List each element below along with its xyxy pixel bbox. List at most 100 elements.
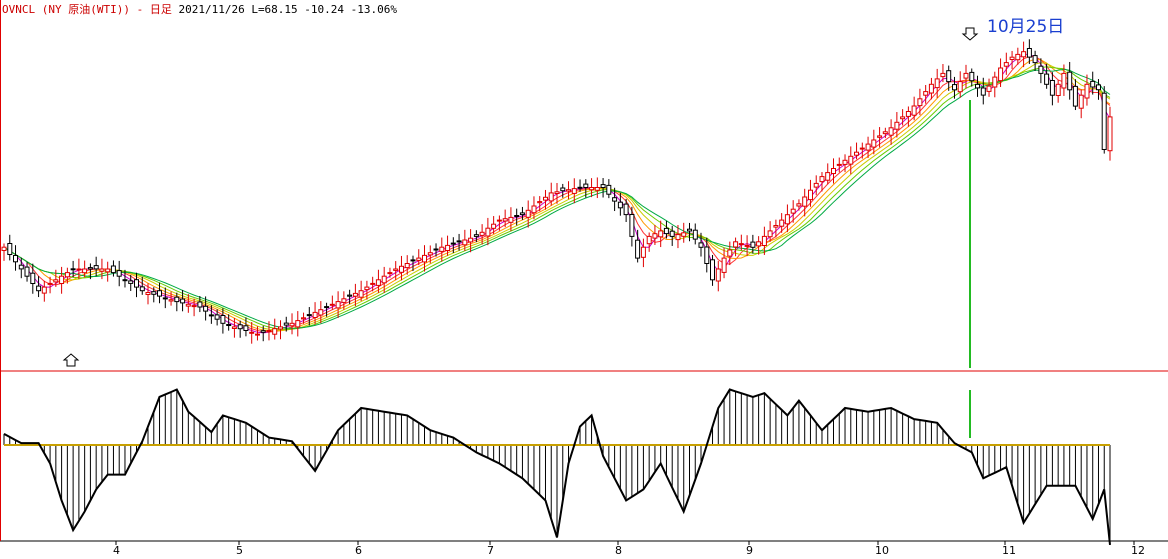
candle-body: [980, 87, 986, 96]
candle-body: [1038, 65, 1044, 74]
info-label: 2021/11/26 L=68.15 -10.24 -13.06%: [178, 3, 398, 16]
candle-body: [710, 259, 715, 281]
candle-body: [825, 172, 831, 181]
candle-body: [358, 290, 364, 298]
x-tick-label: 7: [487, 544, 494, 557]
candle-body: [865, 143, 871, 151]
candle-body: [283, 322, 289, 326]
candle-body: [18, 264, 24, 270]
candles: [1, 39, 1113, 344]
candle-body: [468, 237, 474, 243]
down-arrow-icon: [961, 27, 979, 41]
candle-body: [105, 268, 111, 273]
candle-body: [30, 272, 36, 285]
candle-body: [231, 326, 237, 329]
candle-body: [594, 187, 600, 191]
candle-body: [255, 333, 260, 336]
candle-body: [145, 292, 151, 295]
candle-body: [761, 235, 767, 246]
candle-body: [324, 306, 330, 309]
candle-body: [975, 83, 980, 89]
candle-body: [928, 83, 934, 94]
candle-body: [819, 176, 825, 183]
candle-body: [531, 205, 537, 214]
candle-body: [1072, 85, 1078, 107]
candle-body: [577, 186, 583, 189]
candle-body: [128, 280, 134, 284]
candle-body: [675, 234, 681, 241]
candle-body: [399, 265, 404, 273]
candle-body: [589, 187, 595, 191]
candle-body: [87, 267, 93, 270]
ma-line: [3, 68, 1111, 329]
candle-body: [1021, 51, 1027, 58]
candle-body: [456, 240, 462, 243]
candle-body: [347, 294, 353, 297]
candle-body: [877, 135, 883, 138]
candle-body: [473, 234, 479, 237]
candle-body: [612, 197, 618, 202]
candle-body: [900, 116, 906, 120]
candle-body: [831, 168, 836, 174]
x-tick-label: 6: [355, 544, 362, 557]
candle-body: [410, 259, 416, 262]
candle-body: [249, 331, 255, 334]
candle-body: [1009, 56, 1015, 61]
candle-body: [1107, 116, 1113, 152]
candle-body: [721, 257, 727, 273]
date-annotation: 10月25日: [987, 17, 1065, 37]
candle-body: [341, 298, 347, 303]
candle-body: [537, 201, 543, 204]
candle-body: [208, 314, 214, 317]
candle-body: [652, 233, 658, 239]
candle-body: [243, 325, 249, 331]
candle-body: [998, 67, 1004, 82]
candle-body: [698, 242, 704, 248]
candle-body: [560, 187, 566, 192]
candle-body: [519, 212, 525, 216]
candle-body: [151, 291, 157, 295]
candle-body: [180, 298, 186, 304]
x-tick-label: 11: [1002, 544, 1016, 557]
candle-body: [59, 275, 65, 285]
candle-body: [352, 292, 358, 297]
oscillator: [3, 388, 1111, 546]
candle-body: [76, 268, 82, 271]
candle-body: [99, 268, 105, 272]
x-tick-label: 9: [746, 544, 753, 557]
candle-body: [940, 72, 946, 78]
candle-body: [635, 239, 641, 259]
candle-body: [871, 139, 877, 148]
x-tick-label: 12: [1131, 544, 1145, 557]
candle-body: [894, 121, 900, 130]
candle-body: [203, 305, 209, 312]
candle-body: [733, 241, 739, 248]
candle-body: [318, 309, 324, 316]
frame: [0, 0, 1168, 545]
candle-body: [301, 317, 306, 320]
candle-body: [266, 330, 272, 332]
candle-body: [952, 84, 957, 91]
candle-body: [543, 196, 548, 201]
x-tick-label: 10: [875, 544, 889, 557]
candle-body: [687, 228, 692, 232]
candle-body: [658, 230, 664, 238]
candle-body: [1, 246, 7, 251]
candle-body: [715, 268, 721, 282]
candle-body: [525, 209, 531, 218]
candle-body: [445, 244, 451, 251]
candle-body: [329, 303, 335, 306]
candle-body: [70, 268, 76, 271]
candle-body: [1090, 80, 1096, 88]
candle-body: [946, 70, 952, 83]
candle-body: [583, 183, 589, 189]
candle-body: [802, 196, 808, 207]
candle-body: [848, 155, 854, 165]
candle-body: [491, 223, 497, 229]
candle-body: [433, 248, 439, 251]
candle-body: [681, 232, 687, 237]
candle-body: [934, 78, 940, 89]
candle-body: [1015, 53, 1021, 61]
candle-body: [773, 225, 779, 228]
